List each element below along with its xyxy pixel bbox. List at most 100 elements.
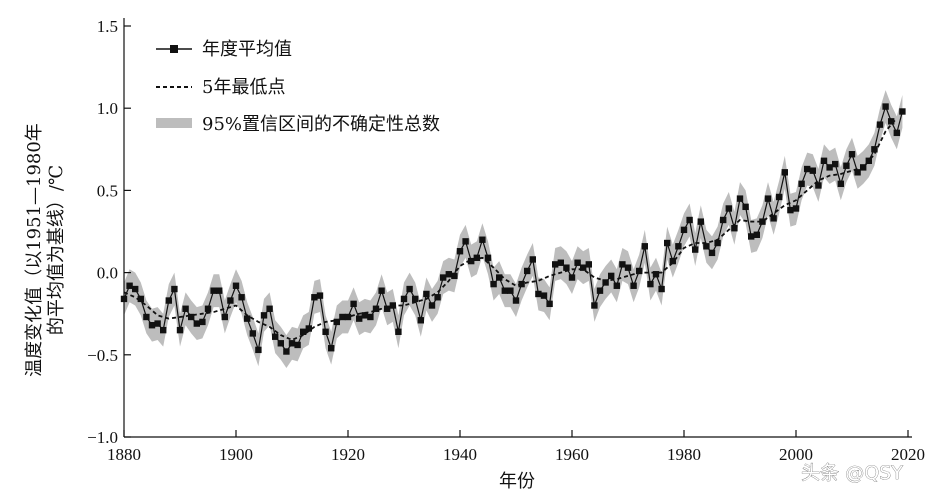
annual-point xyxy=(714,239,721,247)
annual-point xyxy=(277,340,284,347)
annual-point xyxy=(876,121,884,128)
annual-point xyxy=(238,294,245,301)
y-axis-title: 温度变化值（以1951—1980年 的平均值为基线）/℃ xyxy=(24,123,67,377)
legend-label: 95%置信区间的不确定性总数 xyxy=(202,114,440,135)
annual-point xyxy=(619,261,626,268)
annual-point xyxy=(294,341,301,349)
annual-point xyxy=(669,257,676,265)
annual-point xyxy=(742,203,749,211)
y-tick-label: 0.0 xyxy=(97,264,118,283)
annual-point xyxy=(216,287,223,294)
annual-point xyxy=(759,218,766,225)
annual-point xyxy=(664,239,671,247)
annual-point xyxy=(518,280,525,288)
annual-point xyxy=(680,226,688,234)
annual-point xyxy=(736,195,744,202)
annual-point xyxy=(473,254,480,262)
annual-point xyxy=(703,243,710,250)
annual-point xyxy=(843,162,850,169)
annual-point xyxy=(860,164,867,171)
annual-point xyxy=(350,300,357,308)
annual-point xyxy=(468,257,475,265)
annual-point xyxy=(826,164,833,171)
annual-point xyxy=(563,264,570,271)
annual-point xyxy=(820,157,828,165)
annual-point xyxy=(188,313,195,321)
annual-point xyxy=(882,103,889,110)
axes: −1.0 −0.5 0.0 0.5 1.0 1.5 1880 1900 1920 1940 1960… xyxy=(87,17,925,464)
annual-point xyxy=(636,267,643,275)
annual-point xyxy=(445,271,452,278)
legend-swatch-band xyxy=(156,118,192,128)
annual-point xyxy=(244,315,251,322)
legend: 年度平均值 5年最低点 95%置信区间的不确定性总数 xyxy=(156,39,440,135)
annual-point xyxy=(815,182,822,189)
y-axis-title-line1: 温度变化值（以1951—1980年 xyxy=(24,123,45,377)
annual-point xyxy=(428,302,436,309)
annual-point xyxy=(260,312,268,319)
annual-point xyxy=(798,180,805,188)
annual-point xyxy=(132,285,139,293)
annual-point xyxy=(378,287,385,294)
annual-point xyxy=(412,295,419,303)
annual-point xyxy=(221,313,228,321)
annual-point xyxy=(395,328,402,335)
annual-point xyxy=(608,272,615,280)
annual-point xyxy=(630,282,637,289)
annual-point xyxy=(171,285,178,293)
five-year-lowess-layer xyxy=(123,117,898,341)
annual-point xyxy=(288,340,296,347)
annual-point xyxy=(232,282,240,289)
x-tick-label: 1920 xyxy=(331,445,365,464)
annual-point xyxy=(708,249,716,257)
annual-point xyxy=(204,305,212,312)
lowess-line xyxy=(123,117,898,341)
annual-point xyxy=(356,315,363,322)
annual-point xyxy=(272,333,279,340)
legend-marker-annual xyxy=(170,45,178,53)
annual-point xyxy=(176,326,184,334)
annual-point xyxy=(490,280,497,288)
annual-point xyxy=(624,264,632,271)
annual-point xyxy=(540,292,548,299)
x-tick-label: 1940 xyxy=(443,445,477,464)
annual-point xyxy=(686,216,693,224)
annual-point xyxy=(557,259,564,266)
annual-point xyxy=(199,318,206,326)
annual-point xyxy=(574,259,581,266)
annual-point xyxy=(361,312,368,319)
annual-point xyxy=(423,290,430,298)
annual-point xyxy=(501,287,508,294)
annual-point xyxy=(283,348,290,355)
annual-point xyxy=(316,292,324,299)
annual-point xyxy=(552,261,559,268)
annual-point xyxy=(658,285,665,293)
annual-point xyxy=(776,193,783,201)
x-tick-label: 1880 xyxy=(107,445,141,464)
legend-label: 年度平均值 xyxy=(202,39,292,60)
annual-point xyxy=(675,243,682,250)
annual-point xyxy=(126,282,133,289)
annual-point xyxy=(389,302,396,309)
x-tick-label: 1960 xyxy=(555,445,589,464)
annual-point xyxy=(148,322,156,329)
annual-point xyxy=(888,118,895,125)
annual-point xyxy=(311,294,318,301)
y-tick-label: −0.5 xyxy=(87,346,118,365)
annual-point xyxy=(720,216,727,224)
annual-point xyxy=(792,205,800,212)
annual-point xyxy=(781,169,788,176)
annual-point xyxy=(512,297,520,304)
y-axis-title-line2: 的平均值为基线）/℃ xyxy=(46,165,67,335)
x-axis-title: 年份 xyxy=(499,471,535,492)
annual-point xyxy=(305,325,312,332)
annual-point xyxy=(456,248,464,255)
annual-point xyxy=(434,294,441,301)
annual-point xyxy=(120,295,128,303)
annual-point xyxy=(641,243,648,250)
annual-point xyxy=(580,264,587,271)
annual-point xyxy=(462,238,469,245)
annual-point xyxy=(748,233,755,240)
annual-point xyxy=(832,160,839,168)
annual-point xyxy=(652,271,660,278)
